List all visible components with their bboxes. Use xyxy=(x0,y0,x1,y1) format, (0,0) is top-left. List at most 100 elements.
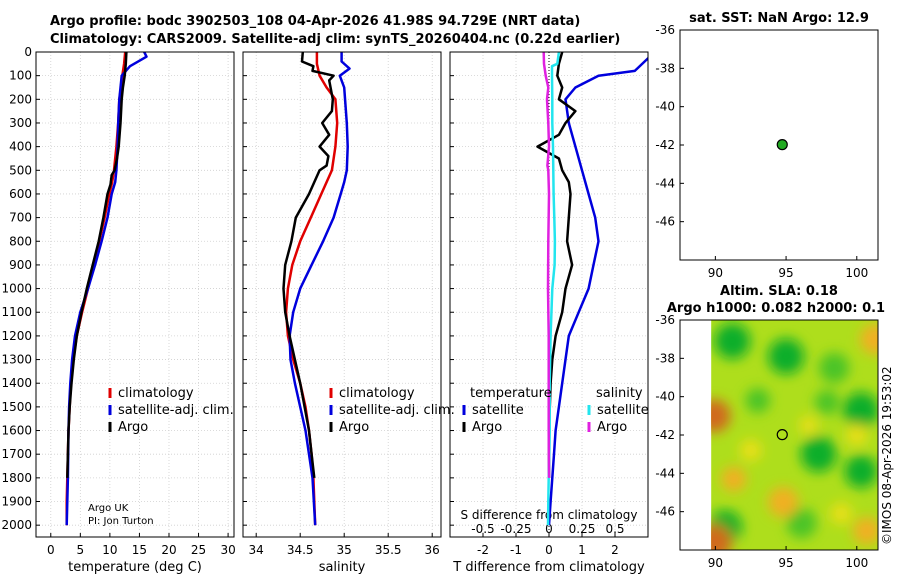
ytick-label-depth: 300 xyxy=(9,116,32,130)
series-line xyxy=(547,56,648,526)
sla-field xyxy=(711,320,878,550)
top-xtick-label: 0.5 xyxy=(605,522,624,536)
map-title-sla-map: Altim. SLA: 0.18 xyxy=(720,284,838,299)
ytick-label-depth: 0 xyxy=(24,45,32,59)
series-line xyxy=(288,52,351,526)
sla-blob xyxy=(799,415,819,436)
sla-blob xyxy=(711,399,731,433)
top-xtick-label: -0.25 xyxy=(500,522,531,536)
ytick-label-depth: 1400 xyxy=(1,376,32,390)
series-line xyxy=(536,52,577,478)
argo-position-marker xyxy=(776,429,788,441)
xaxis-label-difference: T difference from climatology xyxy=(452,560,645,575)
sla-blob xyxy=(714,323,751,360)
diff-legend-title-temperature: temperature xyxy=(470,386,552,401)
map-title-sla-map: Argo h1000: 0.082 h2000: 0.1 xyxy=(667,301,885,316)
map-ytick-label: -42 xyxy=(655,428,675,442)
ytick-label-depth: 1000 xyxy=(1,282,32,296)
plot-bg-temperature xyxy=(36,52,234,537)
xtick-label-difference: 2 xyxy=(611,543,619,557)
diff-legend-title-salinity: salinity xyxy=(596,386,643,401)
sla-blob xyxy=(768,338,805,375)
xtick-label-salinity: 34 xyxy=(249,543,264,557)
series-line xyxy=(66,52,128,478)
xtick-label-temperature: 5 xyxy=(77,543,85,557)
sla-blob xyxy=(711,524,732,550)
credit-float: Argo UK xyxy=(88,503,129,514)
salinity-legend-label: satellite-adj. clim. xyxy=(339,403,455,418)
map-ytick-label: -38 xyxy=(655,351,675,365)
map-xtick-label: 90 xyxy=(708,556,723,570)
ytick-label-depth: 1900 xyxy=(1,495,32,509)
argo-position-marker xyxy=(776,139,788,151)
top-xtick-label: -0.5 xyxy=(471,522,494,536)
xtick-label-salinity: 35 xyxy=(337,543,352,557)
ytick-label-depth: 600 xyxy=(9,187,32,201)
map-ytick-label: -36 xyxy=(655,313,675,327)
ytick-label-depth: 400 xyxy=(9,140,32,154)
sla-blob xyxy=(721,466,747,492)
plot-frame-salinity xyxy=(242,51,442,538)
top-xtick-label: 0.25 xyxy=(569,522,596,536)
ytick-label-depth: 1300 xyxy=(1,353,32,367)
ytick-label-depth: 1100 xyxy=(1,305,32,319)
salinity-legend-label: Argo xyxy=(339,420,369,435)
sla-blob xyxy=(859,323,878,355)
temperature-legend-label: Argo xyxy=(118,420,148,435)
xtick-label-difference: -2 xyxy=(477,543,489,557)
sla-blob xyxy=(768,486,799,518)
xtick-label-difference: -1 xyxy=(510,543,522,557)
map-xtick-label: 100 xyxy=(845,556,868,570)
sla-blob xyxy=(745,388,771,413)
ytick-label-depth: 1600 xyxy=(1,424,32,438)
map-ytick-label: -42 xyxy=(655,138,675,152)
ytick-label-depth: 1500 xyxy=(1,400,32,414)
map-ytick-label: -44 xyxy=(655,176,675,190)
sla-blob xyxy=(844,454,878,489)
series-line xyxy=(282,52,335,479)
xtick-label-salinity: 36 xyxy=(425,543,440,557)
xtick-label-difference: 1 xyxy=(578,543,586,557)
plot-frame-difference xyxy=(449,51,649,538)
sla-blob xyxy=(739,439,762,462)
sla-blob xyxy=(814,390,840,415)
sla-blob xyxy=(830,502,853,525)
xtick-label-temperature: 20 xyxy=(161,543,176,557)
series-line xyxy=(542,52,551,478)
sla-blobs xyxy=(711,323,878,550)
xtick-label-salinity: 35.5 xyxy=(375,543,402,557)
ytick-label-depth: 2000 xyxy=(1,518,32,532)
salinity-legend-label: climatology xyxy=(339,386,415,401)
ytick-label-depth: 200 xyxy=(9,92,32,106)
sla-blob xyxy=(818,352,850,384)
sla-blob xyxy=(852,517,878,545)
ytick-label-depth: 800 xyxy=(9,234,32,248)
map-ytick-label: -38 xyxy=(655,61,675,75)
plot-frame-temperature xyxy=(35,51,235,538)
profile-title: Argo profile: bodc 3902503_108 04-Apr-20… xyxy=(50,14,581,29)
xtick-label-temperature: 10 xyxy=(102,543,117,557)
map-ytick-label: -36 xyxy=(655,23,675,37)
map-title-sst-map: sat. SST: NaN Argo: 12.9 xyxy=(689,11,869,26)
ytick-label-depth: 1200 xyxy=(1,329,32,343)
xaxis-label-salinity: salinity xyxy=(319,560,366,575)
sla-blob xyxy=(800,436,837,473)
climatology-title: Climatology: CARS2009. Satellite-adj cli… xyxy=(50,32,621,47)
map-ytick-label: -46 xyxy=(655,505,675,519)
credit-pi: PI: Jon Turton xyxy=(88,516,154,527)
diff-temperature-legend-label: Argo xyxy=(472,420,502,435)
xtick-label-salinity: 34.5 xyxy=(287,543,314,557)
map-ytick-label: -40 xyxy=(655,100,675,114)
ytick-label-depth: 1700 xyxy=(1,447,32,461)
imos-watermark: ©IMOS 08-Apr-2026 19:53:02 xyxy=(880,366,894,545)
map-ytick-label: -44 xyxy=(655,466,675,480)
top-xtick-label: 0 xyxy=(545,522,553,536)
map-xtick-label: 95 xyxy=(778,556,793,570)
plot-bg-salinity xyxy=(243,52,441,537)
map-ytick-label: -46 xyxy=(655,215,675,229)
sla-blob xyxy=(845,424,868,446)
xtick-label-difference: 0 xyxy=(545,543,553,557)
map-xtick-label: 95 xyxy=(778,266,793,280)
sla-blob xyxy=(786,507,817,539)
